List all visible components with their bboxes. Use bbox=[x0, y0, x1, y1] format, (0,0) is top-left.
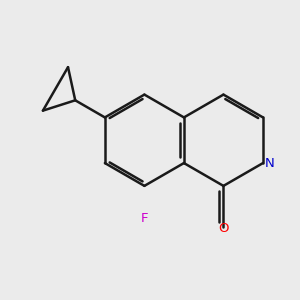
Text: F: F bbox=[141, 212, 148, 225]
Text: O: O bbox=[218, 222, 229, 235]
Text: N: N bbox=[265, 157, 274, 169]
